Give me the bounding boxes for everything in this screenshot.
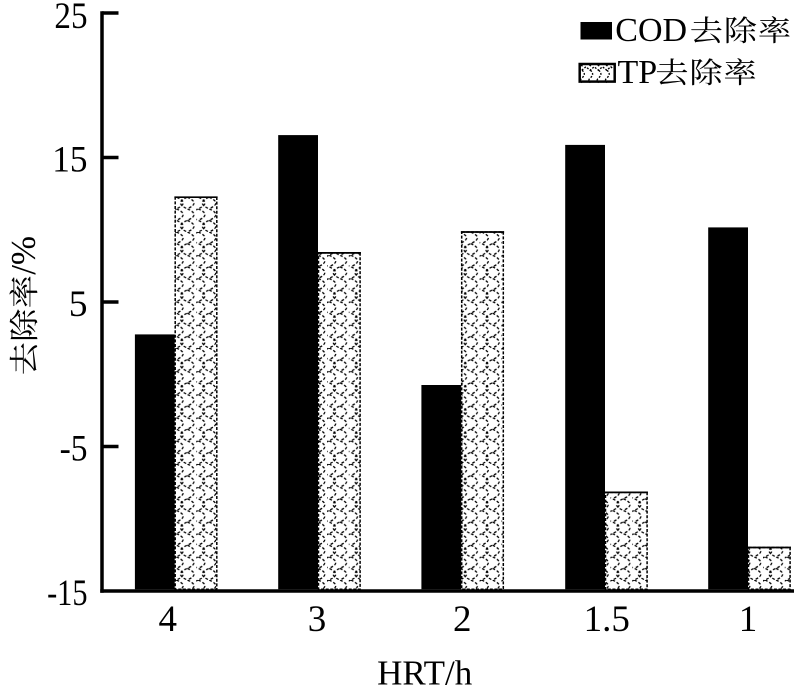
svg-text:15: 15: [52, 139, 87, 180]
svg-text:2: 2: [453, 599, 472, 640]
svg-text:5: 5: [69, 284, 88, 325]
svg-text:4: 4: [159, 599, 178, 640]
svg-text:-5: -5: [60, 428, 88, 469]
svg-text:3: 3: [308, 599, 327, 640]
svg-text:COD: COD: [615, 12, 687, 49]
svg-text:TP: TP: [618, 54, 658, 91]
svg-text:1: 1: [739, 599, 758, 640]
svg-text:25: 25: [54, 0, 87, 37]
svg-text:/%: /%: [4, 236, 43, 275]
svg-text:-15: -15: [47, 573, 87, 614]
svg-text:HRT/h: HRT/h: [377, 654, 473, 687]
svg-text:1.5: 1.5: [584, 599, 630, 640]
